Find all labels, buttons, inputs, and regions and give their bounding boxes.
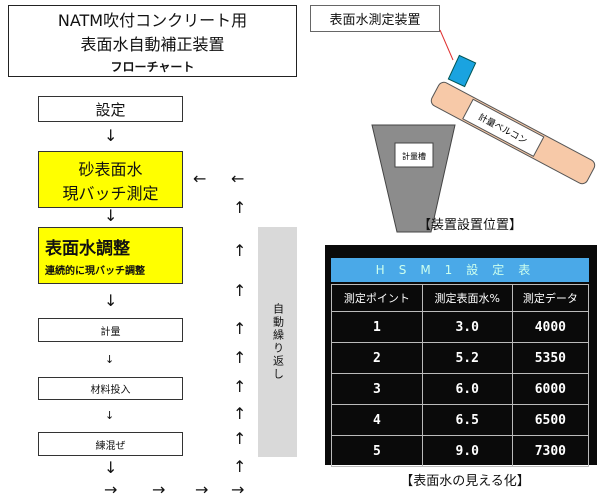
arrow-up-icon: ↑ bbox=[233, 281, 247, 300]
table-row: 2 5.2 5350 bbox=[331, 342, 590, 374]
arrow-left-icon: ← bbox=[231, 169, 245, 188]
arrow-right-icon: → bbox=[231, 480, 245, 499]
table-cell: 4 bbox=[331, 404, 423, 436]
title-line1: NATM吹付コンクリート用 bbox=[57, 11, 248, 30]
arrow-up-icon: ↑ bbox=[233, 404, 247, 423]
table-cell: 3.0 bbox=[421, 311, 513, 343]
arrow-right-icon: → bbox=[152, 480, 166, 499]
install-caption: 【装置設置位置】 bbox=[417, 218, 522, 233]
arrow-up-icon: ↑ bbox=[233, 319, 247, 338]
arrow-up-icon: ↑ bbox=[233, 348, 247, 367]
flow-setting: 設定 bbox=[38, 96, 183, 122]
flow-adjust-sub: 連続的に現バッチ調整 bbox=[45, 266, 145, 277]
device-label-box: 表面水測定装置 bbox=[310, 5, 440, 32]
flow-mix: 練混ぜ bbox=[38, 432, 183, 456]
flow-input: 材料投入 bbox=[38, 377, 183, 400]
screen-caption: 【表面水の見える化】 bbox=[400, 474, 530, 489]
loop-label: 自動繰り返し bbox=[271, 303, 285, 381]
table-cell: 1 bbox=[331, 311, 423, 343]
flow-measure: 砂表面水 現バッチ測定 bbox=[38, 151, 183, 208]
screen-header: HSM1設定表 bbox=[331, 258, 589, 282]
arrow-up-icon: ↑ bbox=[233, 429, 247, 448]
table-cell: 4000 bbox=[511, 311, 590, 343]
arrow-down-icon: ↓ bbox=[104, 126, 118, 145]
table-cell: 6.0 bbox=[421, 373, 513, 405]
flow-mix-label: 練混ぜ bbox=[95, 440, 126, 452]
flow-input-label: 材料投入 bbox=[90, 385, 131, 396]
table-cell: 2 bbox=[331, 342, 423, 374]
table-row: 4 6.5 6500 bbox=[331, 404, 590, 436]
hsm-screen: HSM1設定表 測定ポイント 測定表面水% 測定データ 1 3.0 4000 2 5.2 53… bbox=[325, 245, 597, 467]
table-cell: 9.0 bbox=[421, 435, 513, 467]
settings-table: 測定ポイント 測定表面水% 測定データ 1 3.0 4000 2 5.2 5350 3 6.0 60… bbox=[331, 284, 590, 467]
flow-weigh-label: 計量 bbox=[100, 326, 121, 338]
arrow-down-icon: ↓ bbox=[104, 206, 118, 225]
arrow-down-icon: ↓ bbox=[104, 458, 118, 477]
belt-conveyor: 計量ベルコン bbox=[430, 81, 596, 185]
flow-measure-line1: 砂表面水 bbox=[78, 159, 143, 179]
arrow-up-icon: ↑ bbox=[233, 198, 247, 217]
title-box: NATM吹付コンクリート用 表面水自動補正装置 フローチャート bbox=[8, 5, 297, 77]
title-line3: フローチャート bbox=[110, 60, 195, 74]
arrow-down-icon: ↓ bbox=[105, 409, 115, 422]
arrow-right-icon: → bbox=[195, 480, 209, 499]
device-label: 表面水測定装置 bbox=[329, 13, 421, 28]
col-header: 測定ポイント bbox=[331, 284, 423, 312]
flow-adjust-label: 表面水調整 bbox=[45, 239, 130, 259]
table-row: 5 9.0 7300 bbox=[331, 435, 590, 467]
hopper bbox=[371, 124, 456, 233]
flow-adjust: 表面水調整 連続的に現バッチ調整 bbox=[38, 227, 183, 284]
arrow-down-icon: ↓ bbox=[104, 291, 118, 310]
flow-measure-line2: 現バッチ測定 bbox=[62, 183, 159, 203]
table-row: 1 3.0 4000 bbox=[331, 311, 590, 343]
table-cell: 5350 bbox=[511, 342, 590, 374]
col-header: 測定データ bbox=[511, 284, 590, 312]
pointer-line bbox=[439, 29, 454, 61]
arrow-up-icon: ↑ bbox=[233, 377, 247, 396]
col-header: 測定表面水% bbox=[421, 284, 513, 312]
table-cell: 6000 bbox=[511, 373, 590, 405]
flow-weigh: 計量 bbox=[38, 318, 183, 342]
table-cell: 6.5 bbox=[421, 404, 513, 436]
title-line2: 表面水自動補正装置 bbox=[80, 35, 225, 54]
arrow-down-icon: ↓ bbox=[105, 353, 115, 366]
table-cell: 7300 bbox=[511, 435, 590, 467]
flow-setting-label: 設定 bbox=[95, 100, 126, 119]
arrow-up-icon: ↑ bbox=[233, 457, 247, 476]
table-cell: 3 bbox=[331, 373, 423, 405]
table-cell: 6500 bbox=[511, 404, 590, 436]
arrow-up-icon: ↑ bbox=[233, 241, 247, 260]
table-cell: 5.2 bbox=[421, 342, 513, 374]
hopper-label: 計量槽 bbox=[402, 151, 426, 161]
arrow-right-icon: → bbox=[104, 480, 118, 499]
device-icon bbox=[447, 54, 477, 88]
arrow-left-icon: ← bbox=[193, 169, 207, 188]
table-row: 3 6.0 6000 bbox=[331, 373, 590, 405]
loop-bar: 自動繰り返し bbox=[258, 227, 297, 457]
table-cell: 5 bbox=[331, 435, 423, 467]
installation-diagram: 計量ベルコン 計量槽 bbox=[371, 29, 596, 233]
